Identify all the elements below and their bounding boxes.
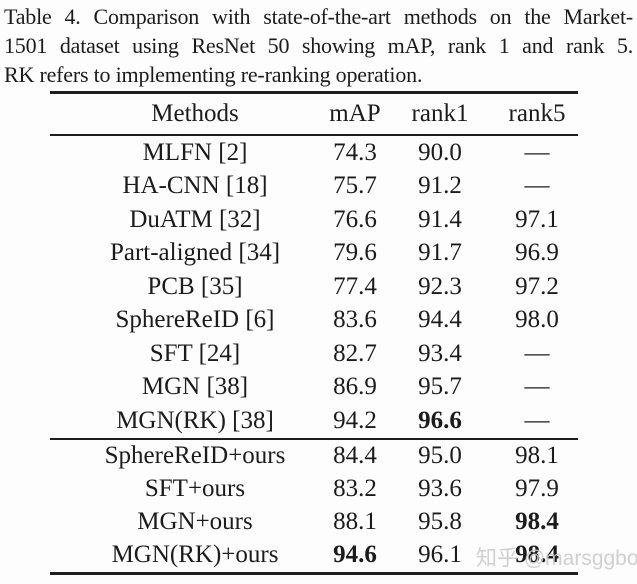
table-row: SFT+ours 83.2 93.6 97.9 <box>50 473 578 506</box>
cell-rank5: 98.0 <box>515 306 559 334</box>
cell-rank1: 95.7 <box>418 373 462 401</box>
table-row: MGN(RK)+ours 94.6 96.1 98.4 <box>50 539 578 572</box>
cell-rank1: 94.4 <box>418 306 462 334</box>
cell-rank1: 93.6 <box>418 475 462 502</box>
caption-line-1: Table 4. Comparison with state-of-the-ar… <box>4 4 633 29</box>
caption-line-2: 1501 dataset using ResNet 50 showing mAP… <box>4 33 633 58</box>
cell-map: 74.3 <box>333 138 377 166</box>
cell-rank1: 93.4 <box>418 339 462 367</box>
cell-rank1: 95.0 <box>418 442 462 469</box>
table-header-row: Methods mAP rank1 rank5 <box>50 94 578 134</box>
cell-method: MGN [38] <box>141 373 249 401</box>
cell-map: 76.6 <box>333 205 377 233</box>
cell-rank1: 91.7 <box>418 239 462 267</box>
cell-rank1: 91.2 <box>418 172 462 200</box>
cell-rank1: 91.4 <box>418 205 462 233</box>
cell-rank5: 97.9 <box>515 475 559 502</box>
cell-method: MGN+ours <box>137 508 253 535</box>
results-table: Methods mAP rank1 rank5 MLFN [2] 74.3 90… <box>50 91 578 575</box>
cell-rank5: 96.9 <box>515 239 559 267</box>
cell-method: DuATM [32] <box>129 205 261 233</box>
table-row: PCB [35] 77.4 92.3 97.2 <box>50 270 578 304</box>
cell-rank5: — <box>524 339 550 367</box>
zhihu-watermark: 知乎 @marsggbo <box>476 547 637 570</box>
table-row: HA-CNN [18] 75.7 91.2 — <box>50 170 578 204</box>
header-methods: Methods <box>151 100 239 127</box>
table-row: Part-aligned [34] 79.6 91.7 96.9 <box>50 237 578 271</box>
cell-rank1: 92.3 <box>418 272 462 300</box>
table-row: MGN(RK) [38] 94.2 96.6 — <box>50 404 578 438</box>
cell-rank1: 96.6 <box>418 406 462 434</box>
cell-method: SFT [24] <box>149 339 241 367</box>
cell-map: 86.9 <box>333 373 377 401</box>
cell-method: SFT+ours <box>144 475 246 502</box>
table-caption: Table 4. Comparison with state-of-the-ar… <box>4 2 633 89</box>
cell-rank1: 90.0 <box>418 138 462 166</box>
cell-map: 94.2 <box>333 406 377 434</box>
cell-map: 84.4 <box>333 442 377 469</box>
table-row: SFT [24] 82.7 93.4 — <box>50 337 578 371</box>
cell-rank5: 98.4 <box>515 541 559 568</box>
table-row: SphereReID [6] 83.6 94.4 98.0 <box>50 304 578 338</box>
cell-map: 82.7 <box>333 339 377 367</box>
cell-rank1: 96.1 <box>418 541 462 568</box>
header-map: mAP <box>329 100 381 127</box>
table-row: MLFN [2] 74.3 90.0 — <box>50 136 578 170</box>
table-row: MGN [38] 86.9 95.7 — <box>50 371 578 405</box>
cell-rank5: 98.4 <box>515 508 559 535</box>
cell-rank5: 97.1 <box>515 205 559 233</box>
table-bottom-rule <box>50 571 578 575</box>
cell-map: 88.1 <box>333 508 377 535</box>
table-row: SphereReID+ours 84.4 95.0 98.1 <box>50 440 578 473</box>
cell-method: Part-aligned [34] <box>109 239 281 267</box>
cell-rank5: — <box>524 406 550 434</box>
cell-method: SphereReID [6] <box>115 306 275 334</box>
cell-method: HA-CNN [18] <box>122 172 268 200</box>
table-top-rule <box>50 91 578 94</box>
table-header-rule <box>50 134 578 136</box>
cell-map: 79.6 <box>333 239 377 267</box>
cell-map: 83.6 <box>333 306 377 334</box>
caption-line-3: RK refers to implementing re-ranking ope… <box>4 62 423 87</box>
table-row: MGN+ours 88.1 95.8 98.4 <box>50 506 578 539</box>
cell-rank5: — <box>524 138 550 166</box>
cell-rank5: — <box>524 172 550 200</box>
cell-rank5: — <box>524 373 550 401</box>
table-mid-rule <box>50 437 578 440</box>
cell-map: 75.7 <box>333 172 377 200</box>
cell-map: 83.2 <box>333 475 377 502</box>
cell-rank5: 97.2 <box>515 272 559 300</box>
cell-method: PCB [35] <box>147 272 243 300</box>
cell-rank5: 98.1 <box>515 442 559 469</box>
table-row: DuATM [32] 76.6 91.4 97.1 <box>50 203 578 237</box>
header-rank1: rank1 <box>411 100 469 127</box>
cell-map: 94.6 <box>333 541 377 568</box>
cell-method: MGN(RK) [38] <box>116 406 274 434</box>
cell-map: 77.4 <box>333 272 377 300</box>
cell-method: MLFN [2] <box>142 138 248 166</box>
header-rank5: rank5 <box>508 100 566 127</box>
cell-method: MGN(RK)+ours <box>111 541 279 568</box>
cell-rank1: 95.8 <box>418 508 462 535</box>
cell-method: SphereReID+ours <box>104 442 286 469</box>
